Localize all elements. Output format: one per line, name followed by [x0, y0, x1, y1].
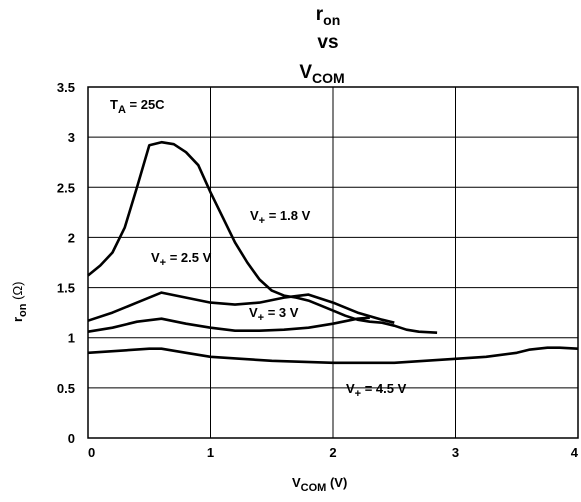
- y-tick-label: 3: [68, 130, 75, 145]
- y-tick-label: 1: [68, 331, 75, 346]
- series-line-2: [87, 291, 395, 324]
- y-tick-label: 2: [68, 230, 75, 245]
- curves: [87, 140, 579, 365]
- series-label-3v: V+ = 3 V: [249, 305, 299, 324]
- x-tick-label: 3: [452, 445, 459, 460]
- temperature-annotation: TA = 25C: [110, 97, 165, 116]
- series-label-2-5v: V+ = 2.5 V: [151, 250, 212, 269]
- series-line-1: [87, 140, 438, 334]
- y-tick-label: 0.5: [57, 381, 75, 396]
- y-tick-label: 1.5: [57, 281, 75, 296]
- y-tick-label: 0: [68, 431, 75, 446]
- plot-frame: [87, 86, 579, 439]
- series-label-4-5v: V+ = 4.5 V: [346, 381, 407, 400]
- series-line-4: [87, 346, 579, 365]
- x-tick-label: 0: [88, 445, 95, 460]
- x-axis-label: VCOM (V): [292, 475, 347, 494]
- x-tick-label: 2: [329, 445, 336, 460]
- y-tick-labels: 0 0.5 1 1.5 2 2.5 3 3.5: [57, 80, 75, 446]
- x-tick-label: 4: [571, 445, 579, 460]
- y-tick-label: 2.5: [57, 180, 75, 195]
- x-tick-labels: 0 1 2 3 4: [88, 445, 579, 460]
- chart-title-line2: vs: [317, 32, 338, 53]
- chart-title-line3: VCOM: [299, 62, 344, 86]
- y-axis-label: ron (Ω): [10, 281, 29, 322]
- series-line-3: [87, 316, 370, 333]
- series-label-1-8v: V+ = 1.8 V: [250, 208, 311, 227]
- chart-title-line1: ron: [316, 4, 341, 28]
- y-tick-label: 3.5: [57, 80, 75, 95]
- x-tick-label: 1: [207, 445, 214, 460]
- grid: [88, 87, 578, 438]
